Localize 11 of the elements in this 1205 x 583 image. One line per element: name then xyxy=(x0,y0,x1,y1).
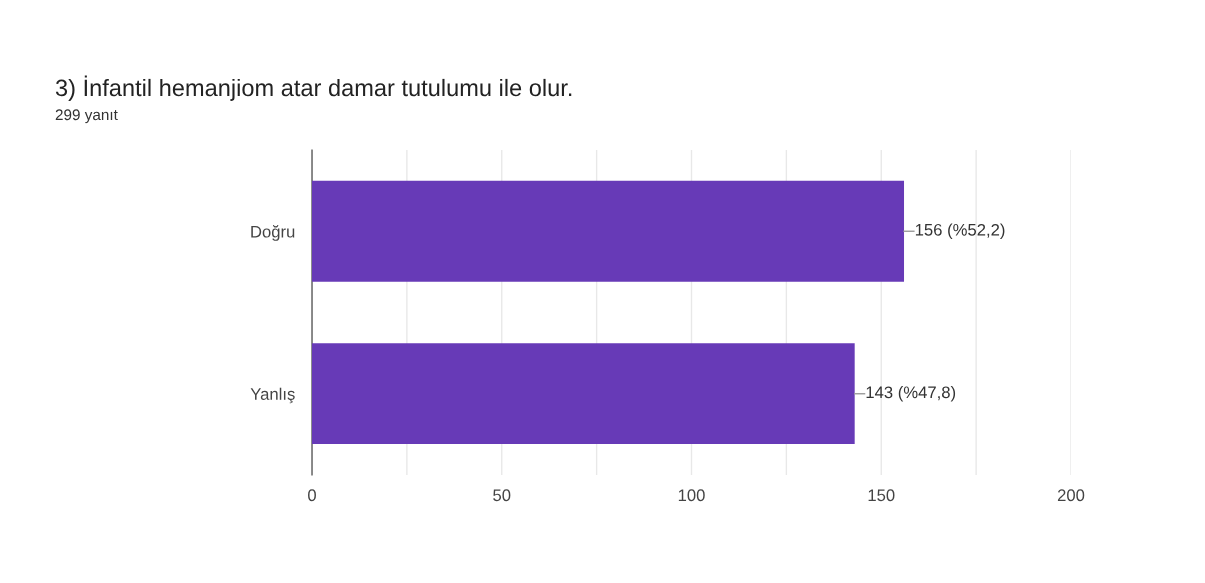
data-label: 156 (%52,2) xyxy=(915,223,1005,240)
x-tick-label: 50 xyxy=(493,489,511,502)
text: 299 yanıt xyxy=(55,109,118,124)
x-tick-label: 100 xyxy=(678,489,705,502)
x-tick-label: 0 xyxy=(308,489,316,502)
data-label: 143 (%47,8) xyxy=(866,385,956,402)
x-tick-label: 200 xyxy=(1057,489,1085,502)
y-tick-label: Doğru xyxy=(251,225,295,241)
y-tick-label: Yanlış xyxy=(250,387,295,404)
chart-title: 3) İnfantil hemanjiom atar damar tutulumu ile olur. xyxy=(55,75,572,101)
x-tick-label: 150 xyxy=(868,489,895,502)
